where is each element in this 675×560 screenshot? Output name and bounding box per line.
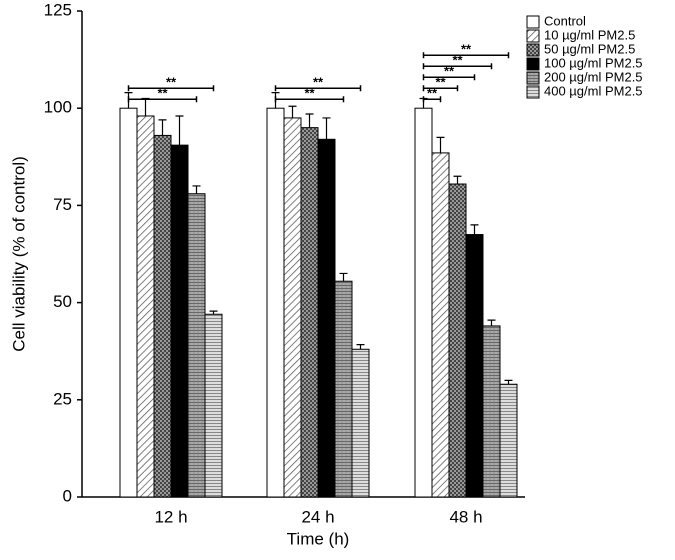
y-tick-label: 0 xyxy=(63,486,72,505)
bar xyxy=(266,107,285,498)
significance-label: ** xyxy=(304,86,315,101)
significance-label: ** xyxy=(435,75,446,90)
legend-swatch xyxy=(526,29,540,43)
significance-bracket xyxy=(127,96,198,103)
y-axis-title: Cell viability (% of control) xyxy=(9,156,28,352)
y-tick-label: 75 xyxy=(53,195,72,214)
significance-bracket xyxy=(422,74,476,81)
error-bar xyxy=(288,105,297,118)
significance-bracket xyxy=(422,52,510,59)
y-tick-label: 50 xyxy=(53,292,72,311)
significance-label: ** xyxy=(461,42,472,57)
bar xyxy=(448,183,467,498)
y-tick-label: 125 xyxy=(44,0,72,19)
bar xyxy=(170,144,189,498)
error-bar xyxy=(470,224,479,235)
error-bar xyxy=(305,113,314,128)
error-bar xyxy=(322,117,331,140)
error-bar xyxy=(141,97,150,116)
significance-label: ** xyxy=(444,64,455,79)
bar xyxy=(283,117,302,498)
legend-swatch xyxy=(526,15,540,29)
significance-bracket xyxy=(274,85,362,92)
x-axis-title: Time (h) xyxy=(287,529,350,548)
legend-label: 200 µg/ml PM2.5 xyxy=(544,69,643,84)
significance-label: ** xyxy=(427,86,438,101)
legend-swatch xyxy=(526,57,540,71)
error-bar xyxy=(487,319,496,326)
legend-label: 400 µg/ml PM2.5 xyxy=(544,83,643,98)
bar xyxy=(204,313,223,498)
legend-label: Control xyxy=(544,13,586,28)
error-bar xyxy=(504,379,513,385)
error-bar xyxy=(339,272,348,282)
error-bar xyxy=(175,115,184,146)
error-bar xyxy=(453,175,462,185)
bar xyxy=(317,138,336,498)
significance-label: ** xyxy=(157,86,168,101)
bar xyxy=(351,348,370,498)
y-tick-label: 25 xyxy=(53,389,72,408)
significance-bracket xyxy=(274,96,345,103)
y-tick-label: 100 xyxy=(44,98,72,117)
bar xyxy=(482,325,501,498)
bar xyxy=(136,115,155,498)
error-bar xyxy=(209,310,218,315)
legend-label: 100 µg/ml PM2.5 xyxy=(544,55,643,70)
bar xyxy=(499,383,518,498)
bar xyxy=(334,280,353,498)
error-bar xyxy=(158,119,167,136)
significance-label: ** xyxy=(452,53,463,68)
bar xyxy=(414,107,433,498)
error-bar xyxy=(436,136,445,153)
significance-bracket xyxy=(422,96,442,103)
error-bar xyxy=(192,185,201,194)
legend-swatch xyxy=(526,85,540,99)
legend-label: 10 µg/ml PM2.5 xyxy=(544,27,635,42)
legend-label: 50 µg/ml PM2.5 xyxy=(544,41,635,56)
significance-bracket xyxy=(127,85,215,92)
bar xyxy=(153,134,172,498)
bar xyxy=(187,193,206,498)
bar xyxy=(465,234,484,498)
error-bar xyxy=(356,343,365,350)
bar xyxy=(431,152,450,498)
x-tick-label: 48 h xyxy=(449,507,482,526)
bar xyxy=(119,107,138,498)
legend-swatch xyxy=(526,71,540,85)
x-tick-label: 12 h xyxy=(154,507,187,526)
significance-label: ** xyxy=(166,75,177,90)
significance-bracket xyxy=(422,63,493,70)
bar xyxy=(300,127,319,498)
legend-swatch xyxy=(526,43,540,57)
significance-label: ** xyxy=(313,75,324,90)
significance-bracket xyxy=(422,85,459,92)
x-tick-label: 24 h xyxy=(301,507,334,526)
